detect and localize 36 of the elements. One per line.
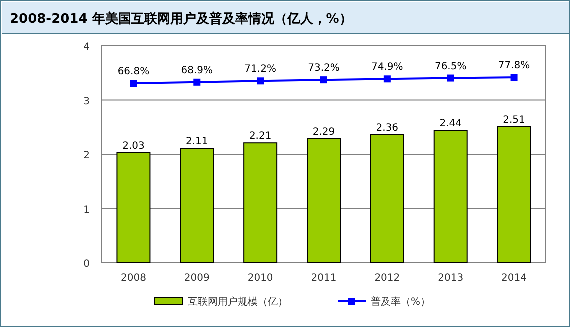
x-tick-label: 2010 bbox=[248, 273, 274, 284]
legend-label: 普及率（%） bbox=[371, 296, 431, 308]
data-label: 68.9% bbox=[181, 65, 214, 76]
y-tick-label: 3 bbox=[84, 96, 90, 108]
x-tick-label: 2014 bbox=[502, 273, 528, 284]
data-label: 2.36 bbox=[376, 122, 399, 134]
chart-title: 2008-2014 年美国互联网用户及普及率情况（亿人，%） bbox=[10, 11, 352, 27]
x-tick-label: 2011 bbox=[311, 273, 337, 284]
y-tick-label: 4 bbox=[84, 42, 90, 53]
bar bbox=[116, 152, 151, 264]
x-tick-label: 2008 bbox=[120, 273, 146, 284]
data-label: 66.8% bbox=[118, 66, 150, 78]
data-label: 2.44 bbox=[440, 118, 462, 130]
data-label: 2.11 bbox=[186, 136, 208, 148]
data-label: 74.9% bbox=[372, 62, 404, 74]
bar bbox=[244, 142, 278, 264]
x-tick-label: 2013 bbox=[438, 273, 464, 284]
legend-label: 互联网用户规模（亿） bbox=[188, 296, 288, 308]
y-tick-label: 2 bbox=[84, 150, 90, 162]
data-label: 71.2% bbox=[244, 64, 276, 76]
data-label: 73.2% bbox=[308, 63, 340, 74]
bar bbox=[434, 130, 468, 264]
data-label: 2.51 bbox=[503, 114, 526, 126]
bar bbox=[180, 148, 214, 264]
data-label: 77.8% bbox=[498, 60, 530, 72]
x-tick-label: 2009 bbox=[184, 273, 210, 284]
bar bbox=[370, 134, 404, 264]
bar bbox=[307, 138, 341, 264]
x-tick-label: 2012 bbox=[374, 273, 400, 284]
data-label: 76.5% bbox=[434, 61, 467, 72]
y-tick-label: 1 bbox=[84, 204, 90, 216]
y-tick-label: 0 bbox=[84, 259, 90, 270]
bar bbox=[497, 126, 532, 264]
data-label: 2.29 bbox=[312, 126, 336, 138]
data-label: 2.21 bbox=[249, 131, 272, 142]
data-label: 2.03 bbox=[122, 140, 145, 152]
